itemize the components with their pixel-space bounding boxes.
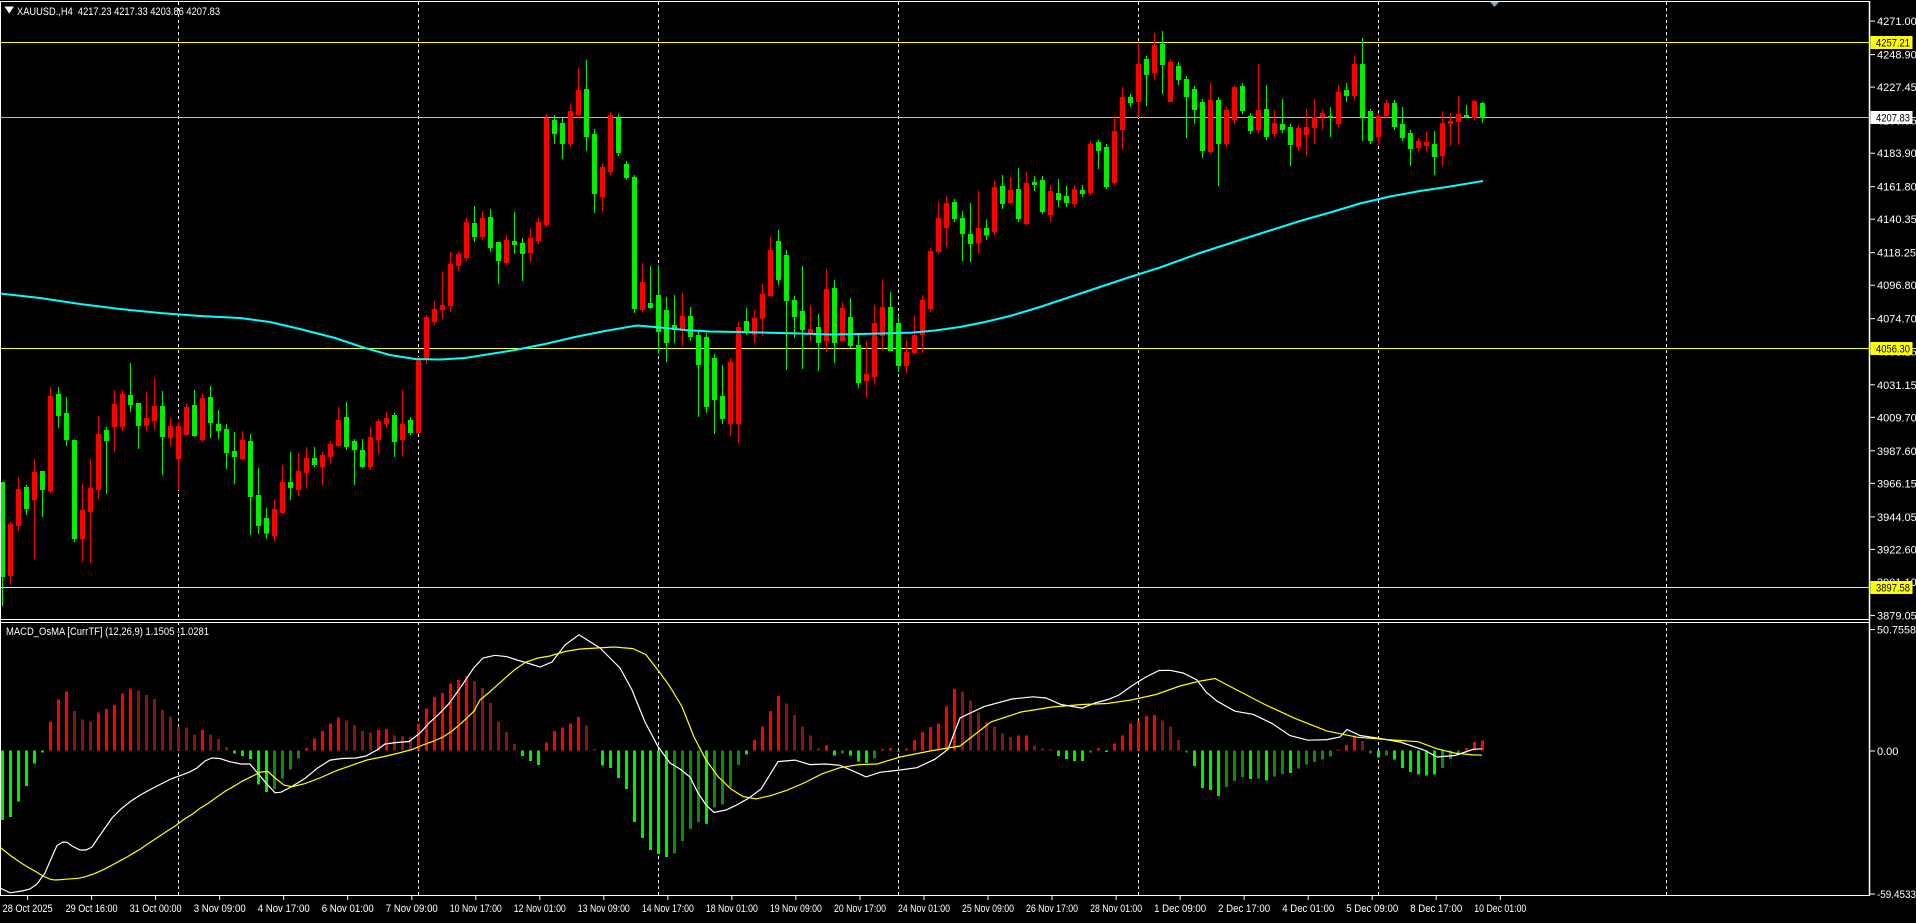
svg-text:25 Nov 09:00: 25 Nov 09:00 xyxy=(962,903,1014,915)
svg-text:4271.00: 4271.00 xyxy=(1877,16,1916,28)
svg-text:3987.60: 3987.60 xyxy=(1877,446,1916,458)
svg-text:4096.80: 4096.80 xyxy=(1877,280,1916,292)
svg-text:5 Dec 09:00: 5 Dec 09:00 xyxy=(1346,903,1398,915)
svg-text:6 Nov 01:00: 6 Nov 01:00 xyxy=(322,903,374,915)
svg-text:4118.25: 4118.25 xyxy=(1877,248,1916,260)
svg-text:3944.05: 3944.05 xyxy=(1877,512,1916,524)
svg-text:4140.35: 4140.35 xyxy=(1877,214,1916,226)
svg-text:18 Nov 01:00: 18 Nov 01:00 xyxy=(706,903,758,915)
svg-text:4009.70: 4009.70 xyxy=(1877,412,1916,424)
svg-text:13 Nov 09:00: 13 Nov 09:00 xyxy=(578,903,630,915)
svg-text:3966.15: 3966.15 xyxy=(1877,478,1916,490)
svg-text:3897.58: 3897.58 xyxy=(1876,583,1910,595)
svg-text:28 Nov 01:00: 28 Nov 01:00 xyxy=(1090,903,1142,915)
svg-text:4207.83: 4207.83 xyxy=(1876,113,1910,125)
svg-text:50.7558: 50.7558 xyxy=(1877,625,1916,637)
svg-text:0.00: 0.00 xyxy=(1877,746,1898,758)
svg-text:29 Oct 16:00: 29 Oct 16:00 xyxy=(66,903,118,915)
svg-text:14 Nov 17:00: 14 Nov 17:00 xyxy=(642,903,694,915)
svg-text:3 Nov 09:00: 3 Nov 09:00 xyxy=(194,903,246,915)
svg-text:XAUUSD.,H4 4217.23 4217.33 42: XAUUSD.,H4 4217.23 4217.33 4203.86 4207.… xyxy=(17,6,220,18)
svg-text:4074.70: 4074.70 xyxy=(1877,314,1916,326)
svg-text:1 Dec 09:00: 1 Dec 09:00 xyxy=(1154,903,1206,915)
svg-text:7 Nov 09:00: 7 Nov 09:00 xyxy=(386,903,438,915)
svg-text:10 Dec 01:00: 10 Dec 01:00 xyxy=(1474,903,1526,915)
svg-text:28 Oct 2025: 28 Oct 2025 xyxy=(3,903,53,915)
svg-text:3922.60: 3922.60 xyxy=(1877,544,1916,556)
svg-text:4257.21: 4257.21 xyxy=(1876,38,1910,50)
svg-text:31 Oct 00:00: 31 Oct 00:00 xyxy=(130,903,182,915)
svg-text:20 Nov 17:00: 20 Nov 17:00 xyxy=(834,903,886,915)
svg-text:MACD_OsMA [CurrTF] (12,26,9) 1: MACD_OsMA [CurrTF] (12,26,9) 1.1505 -1.0… xyxy=(6,626,209,638)
svg-text:24 Nov 01:00: 24 Nov 01:00 xyxy=(898,903,950,915)
svg-text:8 Dec 17:00: 8 Dec 17:00 xyxy=(1410,903,1462,915)
svg-text:10 Nov 17:00: 10 Nov 17:00 xyxy=(450,903,502,915)
svg-text:4227.45: 4227.45 xyxy=(1877,82,1916,94)
svg-text:26 Nov 17:00: 26 Nov 17:00 xyxy=(1026,903,1078,915)
svg-text:4161.80: 4161.80 xyxy=(1877,182,1916,194)
svg-text:-59.4533: -59.4533 xyxy=(1877,889,1916,901)
svg-text:3879.05: 3879.05 xyxy=(1877,610,1916,622)
svg-text:12 Nov 01:00: 12 Nov 01:00 xyxy=(514,903,566,915)
svg-text:2 Dec 17:00: 2 Dec 17:00 xyxy=(1218,903,1270,915)
svg-text:19 Nov 09:00: 19 Nov 09:00 xyxy=(770,903,822,915)
svg-text:4248.90: 4248.90 xyxy=(1877,50,1916,62)
svg-text:4 Dec 01:00: 4 Dec 01:00 xyxy=(1282,903,1334,915)
svg-text:4 Nov 17:00: 4 Nov 17:00 xyxy=(258,903,310,915)
svg-text:4056.30: 4056.30 xyxy=(1876,344,1910,356)
svg-text:4183.90: 4183.90 xyxy=(1877,148,1916,160)
svg-text:4031.15: 4031.15 xyxy=(1877,380,1916,392)
